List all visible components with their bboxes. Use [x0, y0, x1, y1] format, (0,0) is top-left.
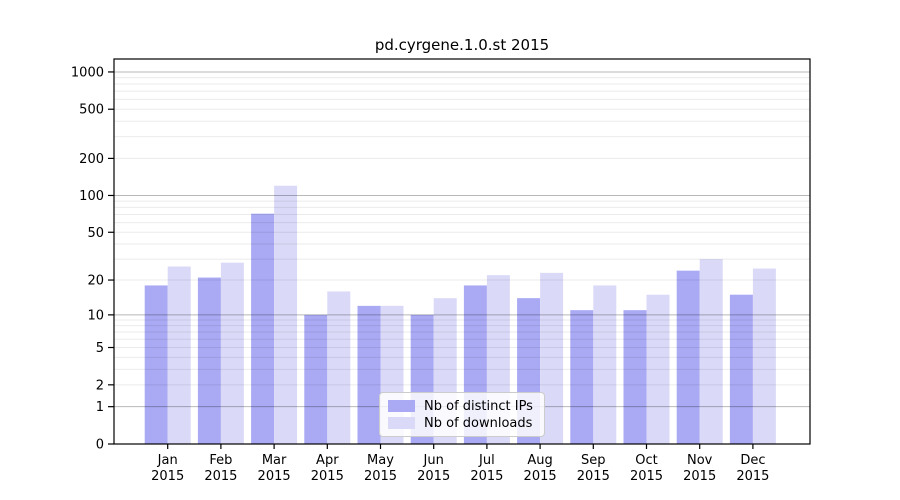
- x-tick-label-year: 2015: [364, 469, 397, 484]
- bar-aug-series-1: [540, 272, 564, 444]
- gridlines: [114, 71, 810, 408]
- y-tick-label: 1: [96, 400, 104, 415]
- y-tick-label: 2: [96, 378, 104, 393]
- x-axis: Jan2015Feb2015Mar2015Apr2015May2015Jun20…: [151, 444, 769, 484]
- x-tick-label-month: Apr: [316, 453, 339, 468]
- legend-swatch-downloads: [388, 417, 415, 429]
- x-tick-label-month: Jan: [157, 453, 178, 468]
- x-tick-label-year: 2015: [258, 469, 291, 484]
- bar-sep-series-0: [570, 310, 594, 444]
- y-tick-label: 10: [87, 308, 104, 323]
- x-tick-label-year: 2015: [524, 469, 557, 484]
- y-tick-label: 200: [79, 152, 104, 167]
- plot-frame: [113, 58, 811, 445]
- bar-may-series-0: [357, 305, 381, 444]
- bars-series-1: [167, 185, 776, 444]
- x-tick-label-month: Feb: [209, 453, 232, 468]
- x-tick-label-month: Mar: [262, 453, 287, 468]
- bar-apr-series-0: [304, 314, 328, 444]
- x-tick-label-year: 2015: [577, 469, 610, 484]
- legend-label-downloads: Nb of downloads: [424, 415, 533, 431]
- x-tick-label-month: Jul: [478, 453, 495, 468]
- bar-nov-series-1: [699, 259, 723, 444]
- bar-feb-series-1: [220, 262, 244, 444]
- y-tick-label: 5: [96, 341, 104, 356]
- x-tick-label-month: Dec: [740, 453, 765, 468]
- x-tick-label-month: Aug: [527, 453, 552, 468]
- legend-item-downloads: Nb of downloads: [388, 417, 536, 430]
- y-tick-label: 0: [96, 438, 104, 453]
- bar-mar-series-0: [251, 213, 275, 444]
- bar-apr-series-1: [327, 291, 351, 444]
- x-tick-label-year: 2015: [151, 469, 184, 484]
- x-tick-label-year: 2015: [683, 469, 716, 484]
- x-tick-label-month: Sep: [581, 453, 606, 468]
- x-tick-label-month: Jun: [423, 453, 444, 468]
- y-tick-label: 20: [87, 274, 104, 289]
- bar-nov-series-0: [676, 270, 700, 444]
- legend: Nb of distinct IPs Nb of downloads: [379, 392, 545, 437]
- x-tick-label-year: 2015: [736, 469, 769, 484]
- bar-feb-series-0: [197, 277, 221, 444]
- y-tick-label: 50: [87, 226, 104, 241]
- x-tick-label-month: May: [367, 453, 394, 468]
- y-tick-label: 100: [79, 189, 104, 204]
- y-tick-label: 1000: [71, 65, 104, 80]
- bar-dec-series-0: [729, 294, 753, 444]
- bar-jan-series-1: [167, 266, 191, 444]
- bar-mar-series-1: [274, 185, 298, 444]
- y-tick-label: 500: [79, 103, 104, 118]
- x-tick-label-month: Oct: [635, 453, 657, 468]
- legend-swatch-distinct-ips: [388, 400, 415, 412]
- legend-label-distinct-ips: Nb of distinct IPs: [424, 398, 533, 414]
- x-tick-label-year: 2015: [630, 469, 663, 484]
- x-tick-label-month: Nov: [687, 453, 713, 468]
- x-tick-label-year: 2015: [470, 469, 503, 484]
- x-tick-label-year: 2015: [417, 469, 450, 484]
- bar-jan-series-0: [144, 285, 168, 444]
- x-tick-label-year: 2015: [311, 469, 344, 484]
- bar-dec-series-1: [752, 268, 776, 444]
- bar-oct-series-0: [623, 310, 647, 444]
- x-tick-label-year: 2015: [204, 469, 237, 484]
- legend-item-distinct-ips: Nb of distinct IPs: [388, 400, 536, 413]
- y-axis: 0 1 2 5 10 20 50 100 200 500 1000: [71, 65, 114, 453]
- chart-title: pd.cyrgene.1.0.st 2015: [374, 36, 550, 54]
- bar-oct-series-1: [646, 294, 670, 444]
- bar-sep-series-1: [593, 285, 617, 444]
